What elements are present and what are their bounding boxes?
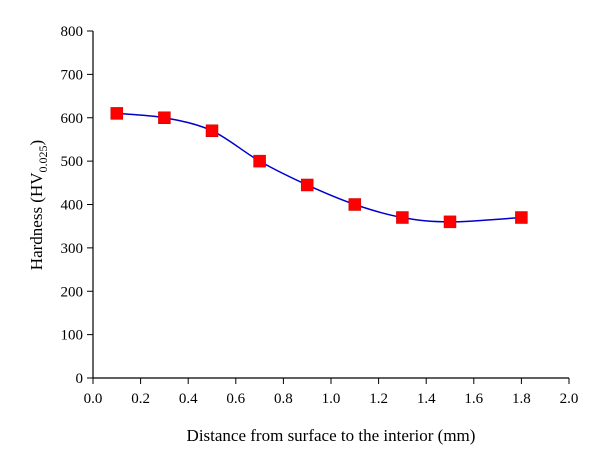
data-point-marker (253, 154, 266, 168)
y-tick-label: 200 (61, 284, 84, 300)
y-tick-label: 700 (61, 67, 84, 83)
plot-area (92, 31, 569, 379)
y-tick-label: 800 (61, 24, 84, 40)
x-tick-label: 2.0 (560, 391, 579, 407)
data-point-marker (396, 211, 409, 224)
y-tick-label: 300 (61, 241, 84, 257)
series-fit-curve (116, 112, 522, 223)
x-tick-label: 1.4 (417, 391, 436, 407)
x-tick-label: 0.8 (274, 391, 293, 407)
y-tick-label: 100 (61, 328, 84, 344)
y-tick-label: 600 (61, 111, 84, 127)
data-point-marker (205, 124, 219, 138)
x-tick-label: 0.2 (131, 391, 150, 407)
x-axis-title: Distance from surface to the interior (m… (187, 426, 476, 445)
data-points (110, 107, 528, 229)
x-tick-label: 1.8 (512, 391, 531, 407)
data-point-marker (110, 107, 124, 120)
x-axis-ticks: 0.0 0.2 0.4 0.6 0.8 1.0 1.2 1.4 1.6 1.8 2.0 (84, 378, 579, 407)
x-tick-label: 1.0 (322, 391, 341, 407)
x-tick-label: 0.6 (226, 391, 245, 407)
x-tick-label: 0.4 (179, 391, 198, 407)
data-point-marker (515, 211, 528, 224)
y-axis-title-close: ) (27, 140, 46, 146)
y-axis-ticks: 0 100 200 300 400 500 600 700 800 (61, 24, 93, 387)
y-tick-label: 400 (61, 198, 84, 214)
y-tick-label: 500 (61, 154, 84, 170)
y-axis-title-main: Hardness (HV (27, 172, 46, 270)
data-point-marker (300, 178, 314, 192)
y-tick-label: 0 (76, 371, 84, 387)
data-point-marker (443, 215, 457, 229)
data-point-marker (348, 198, 362, 211)
data-point-marker (158, 111, 171, 124)
x-tick-label: 1.6 (464, 391, 483, 407)
x-tick-label: 1.2 (369, 391, 388, 407)
x-tick-label: 0.0 (84, 391, 103, 407)
y-axis-title-subscript: 0.025 (36, 145, 50, 172)
y-axis-title: Hardness (HV0.025) (27, 140, 50, 270)
